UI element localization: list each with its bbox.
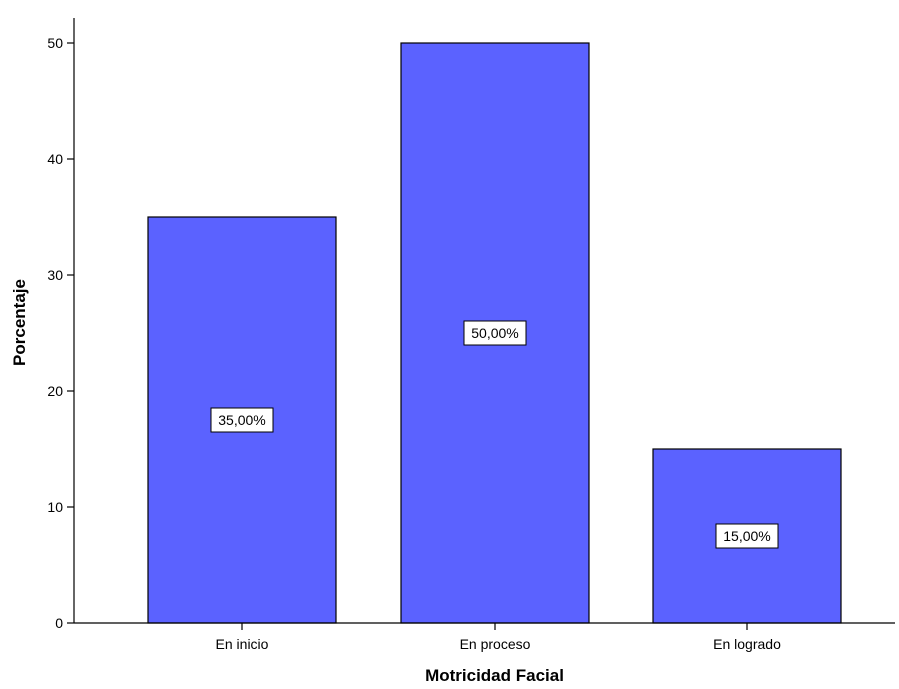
data-labels-layer: 35,00% 50,00% 15,00%	[210, 320, 779, 549]
y-tick-label: 20	[47, 383, 63, 399]
data-label-box	[210, 407, 274, 433]
y-tick-label: 10	[47, 499, 63, 515]
data-label: 35,00%	[218, 412, 265, 428]
x-ticks-layer: En inicio En proceso En logrado	[216, 623, 781, 652]
x-tick-label: En proceso	[460, 636, 531, 652]
data-label-box	[715, 523, 779, 549]
y-tick-label: 30	[47, 267, 63, 283]
axes-layer	[73, 18, 895, 624]
x-tick-label: En inicio	[216, 636, 269, 652]
y-axis-title: Porcentaje	[10, 279, 29, 366]
data-label: 50,00%	[471, 325, 518, 341]
y-tick-label: 0	[55, 615, 63, 631]
y-ticks-layer: 0 10 20 30 40 50	[47, 35, 74, 631]
x-tick-label: En logrado	[713, 636, 781, 652]
x-axis-title: Motricidad Facial	[425, 666, 564, 685]
data-label-box	[463, 320, 527, 346]
data-label: 15,00%	[723, 528, 770, 544]
y-tick-label: 40	[47, 151, 63, 167]
y-tick-label: 50	[47, 35, 63, 51]
